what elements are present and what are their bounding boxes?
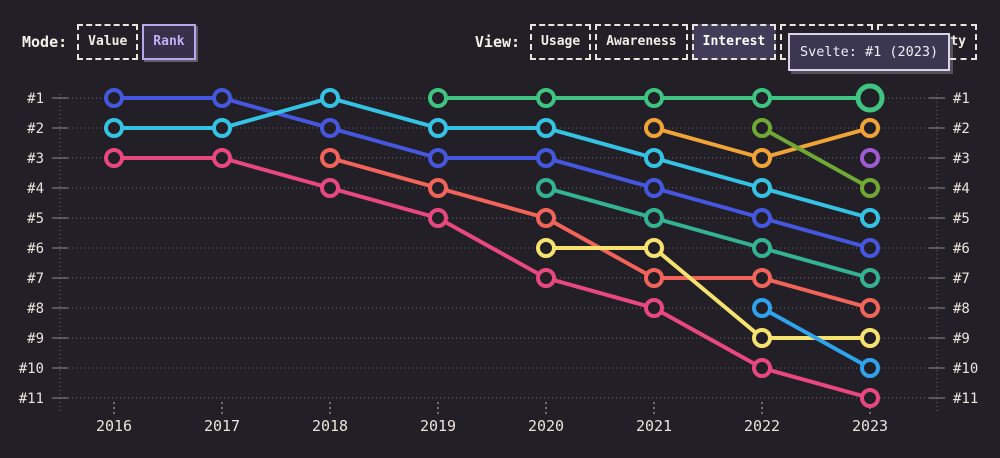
data-point[interactable] <box>644 118 664 138</box>
y-axis-label-right: #4 <box>953 181 970 197</box>
x-axis-label: 2023 <box>852 417 888 435</box>
y-axis-label-left: #9 <box>27 331 44 347</box>
data-point[interactable] <box>644 88 664 108</box>
data-point[interactable] <box>860 268 880 288</box>
data-point[interactable] <box>752 208 772 228</box>
x-axis-label: 2017 <box>204 417 240 435</box>
data-point[interactable] <box>104 118 124 138</box>
data-point[interactable] <box>644 268 664 288</box>
x-axis-label: 2016 <box>96 417 132 435</box>
data-point[interactable] <box>644 178 664 198</box>
mode-label: Mode: <box>22 32 68 51</box>
data-point[interactable] <box>860 358 880 378</box>
data-point[interactable] <box>644 298 664 318</box>
x-axis-label: 2021 <box>636 417 672 435</box>
y-axis-label-left: #7 <box>27 271 44 287</box>
y-axis-label-right: #1 <box>953 91 970 107</box>
y-axis-label-right: #2 <box>953 121 970 137</box>
series-line-blue <box>112 96 872 250</box>
y-axis-label-left: #10 <box>19 361 44 377</box>
y-axis-label-left: #2 <box>27 121 44 137</box>
series-line-olive <box>760 126 872 190</box>
y-axis-label-right: #3 <box>953 151 970 167</box>
data-point[interactable] <box>752 88 772 108</box>
data-point[interactable] <box>752 118 772 138</box>
data-point[interactable] <box>536 208 556 228</box>
data-point[interactable] <box>428 148 448 168</box>
data-point[interactable] <box>752 238 772 258</box>
series-line-sky-blue <box>760 306 872 370</box>
view-option-usage[interactable]: Usage <box>530 24 592 60</box>
data-point[interactable] <box>536 88 556 108</box>
data-point[interactable] <box>860 208 880 228</box>
data-point[interactable] <box>752 328 772 348</box>
data-point[interactable] <box>860 388 880 408</box>
y-axis-label-right: #7 <box>953 271 970 287</box>
mode-control-group: Mode: Value Rank <box>22 24 196 60</box>
data-point[interactable] <box>428 178 448 198</box>
data-point[interactable] <box>536 178 556 198</box>
data-point[interactable] <box>320 118 340 138</box>
y-axis-label-right: #8 <box>953 301 970 317</box>
series-line-pink <box>112 156 872 400</box>
y-axis-label-right: #11 <box>953 391 978 407</box>
x-axis-label: 2018 <box>312 417 348 435</box>
mode-option-rank[interactable]: Rank <box>142 24 196 60</box>
view-label: View: <box>474 32 521 51</box>
data-point[interactable] <box>212 88 232 108</box>
y-axis-label-left: #1 <box>27 91 44 107</box>
y-axis-label-left: #8 <box>27 301 44 317</box>
data-point[interactable] <box>860 178 880 198</box>
data-point[interactable] <box>428 208 448 228</box>
data-point[interactable] <box>104 88 124 108</box>
chart-tooltip-text: Svelte: #1 (2023) <box>800 44 939 60</box>
series-line-teal <box>544 186 872 280</box>
data-point[interactable] <box>536 118 556 138</box>
y-axis-label-right: #10 <box>953 361 978 377</box>
data-point[interactable] <box>752 178 772 198</box>
data-point[interactable] <box>212 148 232 168</box>
y-axis-label-right: #5 <box>953 211 970 227</box>
data-point[interactable] <box>860 118 880 138</box>
series-line-cyan <box>112 96 872 220</box>
data-point[interactable] <box>428 118 448 138</box>
data-point[interactable] <box>320 88 340 108</box>
chart-tooltip: Svelte: #1 (2023) <box>788 33 951 71</box>
y-axis-label-left: #4 <box>27 181 44 197</box>
y-axis-label-left: #6 <box>27 241 44 257</box>
data-point[interactable] <box>536 238 556 258</box>
data-point[interactable] <box>428 88 448 108</box>
data-point[interactable] <box>644 148 664 168</box>
view-option-awareness[interactable]: Awareness <box>595 24 688 60</box>
data-point[interactable] <box>320 178 340 198</box>
y-axis-label-right: #6 <box>953 241 970 257</box>
data-point[interactable] <box>104 148 124 168</box>
data-point[interactable] <box>536 148 556 168</box>
data-point-highlighted[interactable] <box>855 83 885 113</box>
y-axis-label-left: #11 <box>19 391 44 407</box>
view-option-interest[interactable]: Interest <box>691 24 777 60</box>
data-point[interactable] <box>752 298 772 318</box>
data-point[interactable] <box>644 238 664 258</box>
mode-option-value[interactable]: Value <box>77 24 139 60</box>
data-point[interactable] <box>752 268 772 288</box>
data-point[interactable] <box>320 148 340 168</box>
data-point[interactable] <box>752 148 772 168</box>
data-point[interactable] <box>752 358 772 378</box>
data-point[interactable] <box>860 238 880 258</box>
x-axis-label: 2019 <box>420 417 456 435</box>
data-point[interactable] <box>212 118 232 138</box>
y-axis-label-left: #3 <box>27 151 44 167</box>
data-point[interactable] <box>536 268 556 288</box>
y-axis-label-left: #5 <box>27 211 44 227</box>
y-axis-label-right: #9 <box>953 331 970 347</box>
x-axis-label: 2022 <box>744 417 780 435</box>
data-point[interactable] <box>644 208 664 228</box>
series-line-coral <box>328 156 872 310</box>
data-point[interactable] <box>860 148 880 168</box>
x-axis-label: 2020 <box>528 417 564 435</box>
data-point[interactable] <box>860 328 880 348</box>
data-point[interactable] <box>860 298 880 318</box>
